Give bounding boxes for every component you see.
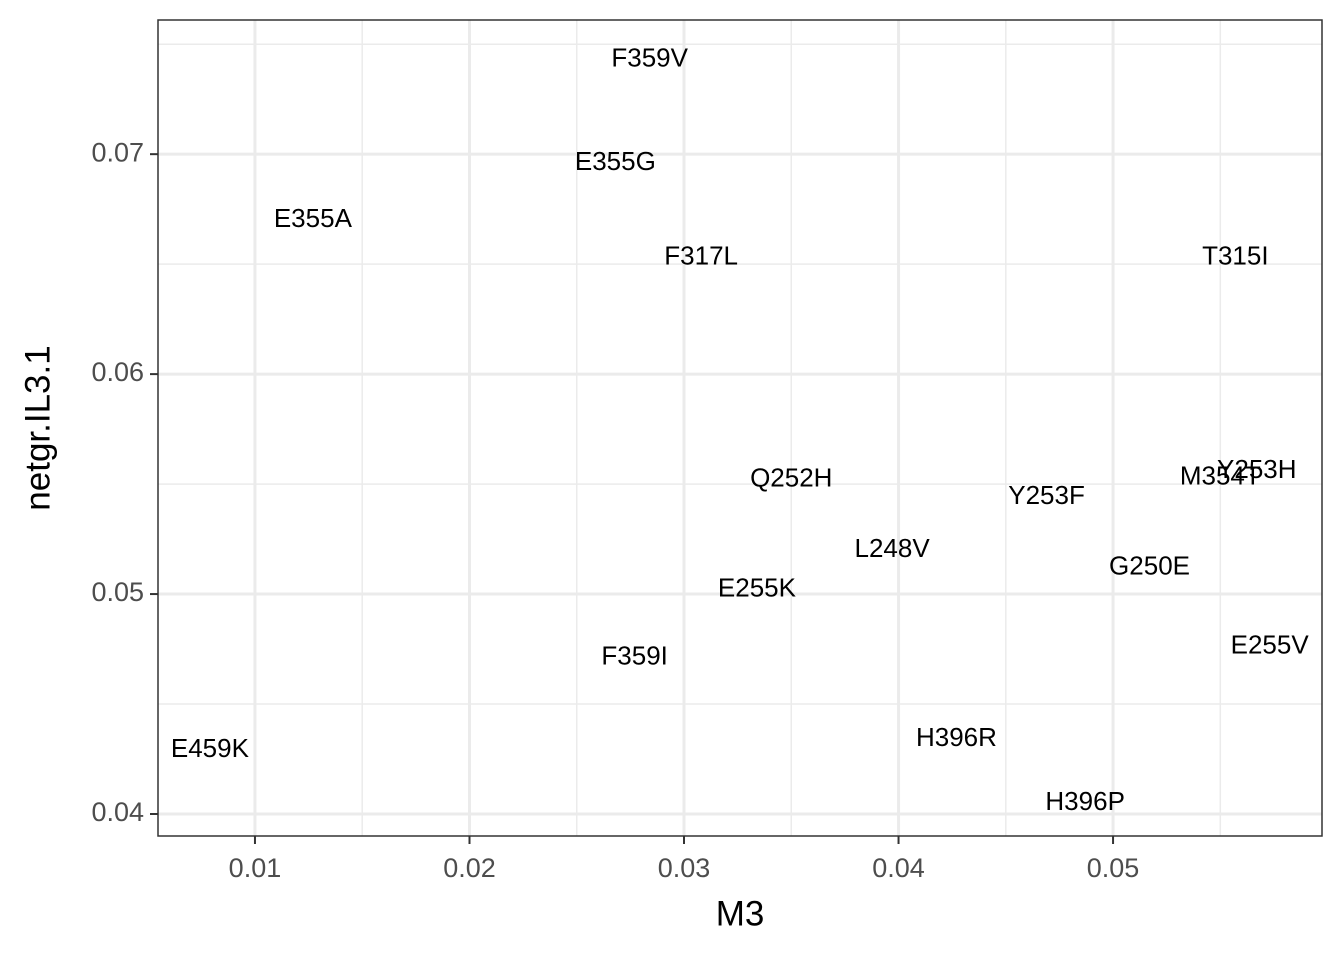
y-tick-label: 0.06 <box>91 357 144 387</box>
point-label: F359I <box>601 641 668 671</box>
y-tick-label: 0.07 <box>91 137 144 167</box>
point-label: E459K <box>171 733 250 763</box>
point-label: L248V <box>855 533 931 563</box>
point-label: H396P <box>1045 786 1125 816</box>
y-axis-title: netgr.IL3.1 <box>18 345 57 510</box>
point-label: F359V <box>611 42 688 72</box>
point-label: M354T <box>1180 460 1261 490</box>
y-tick-label: 0.05 <box>91 577 144 607</box>
point-label: G250E <box>1109 551 1190 581</box>
point-label: Y253F <box>1008 480 1085 510</box>
point-label: E355A <box>274 203 353 233</box>
x-tick-label: 0.04 <box>872 853 925 883</box>
point-label: H396R <box>916 722 997 752</box>
point-label: Q252H <box>750 463 832 493</box>
x-tick-label: 0.05 <box>1087 853 1140 883</box>
x-axis-title: M3 <box>716 894 765 933</box>
point-label: T315I <box>1202 240 1269 270</box>
x-tick-label: 0.01 <box>229 853 282 883</box>
x-tick-label: 0.02 <box>443 853 496 883</box>
x-tick-label: 0.03 <box>658 853 711 883</box>
point-label: F317L <box>664 240 738 270</box>
plot-border <box>157 19 1323 837</box>
point-label: E355G <box>575 146 656 176</box>
point-label: E255K <box>718 573 797 603</box>
point-label: E255V <box>1231 630 1310 660</box>
point-label: Y253H <box>1217 454 1297 484</box>
y-tick-label: 0.04 <box>91 797 144 827</box>
